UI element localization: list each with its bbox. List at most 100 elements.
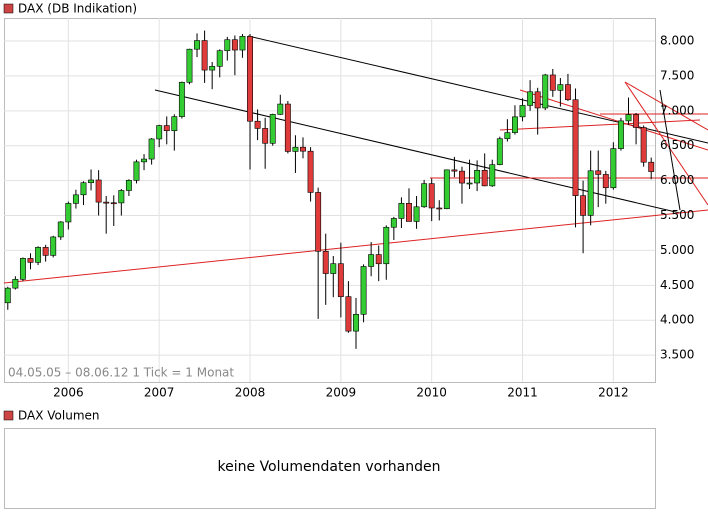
- x-tick-label: 2008: [235, 386, 266, 400]
- candle-body: [194, 40, 200, 50]
- candle-body: [65, 203, 72, 223]
- x-tick-label: 2010: [416, 386, 447, 400]
- candle-body: [72, 194, 79, 204]
- candle-body: [125, 180, 132, 191]
- candle-body: [239, 36, 246, 51]
- candle-body: [35, 247, 42, 263]
- candle-body: [209, 66, 216, 71]
- trend-line: [659, 89, 681, 211]
- x-tick-label: 2012: [598, 386, 629, 400]
- candle-body: [459, 170, 465, 184]
- candle-body: [19, 258, 26, 280]
- candle-body: [527, 91, 534, 106]
- candle-body: [595, 170, 602, 175]
- y-tick-label: 5.000: [660, 243, 694, 257]
- candle-body: [216, 50, 223, 67]
- candle-body: [633, 114, 640, 128]
- candle-body: [163, 125, 170, 132]
- candle-body: [262, 128, 269, 144]
- candle-body: [201, 40, 208, 71]
- candle-body: [383, 226, 390, 265]
- y-tick-label: 8.000: [660, 34, 694, 48]
- candle-body: [564, 84, 571, 101]
- x-tick-label: 2009: [326, 386, 357, 400]
- candle-body: [436, 207, 443, 210]
- candle-body: [269, 114, 276, 144]
- y-tick-label: 4.500: [660, 278, 694, 292]
- y-tick-label: 7.000: [660, 103, 694, 117]
- candle-body: [103, 201, 110, 204]
- plot-frame: [4, 18, 656, 383]
- x-tick-label: 2006: [53, 386, 84, 400]
- candle-body: [57, 221, 64, 238]
- range-note: 04.05.05 – 08.06.12 1 Tick = 1 Monat: [8, 366, 234, 380]
- candle-body: [375, 254, 382, 265]
- y-tick-label: 6.500: [660, 138, 694, 152]
- candle-body: [353, 313, 359, 332]
- candle-body: [602, 174, 609, 189]
- candle-body: [512, 116, 518, 133]
- candle-body: [368, 254, 375, 267]
- candle-body: [390, 218, 397, 228]
- candle-body: [572, 99, 579, 196]
- volume-message: keine Volumendaten vorhanden: [218, 459, 441, 475]
- candle-body: [640, 127, 647, 163]
- candle-body: [277, 103, 284, 115]
- candle-body: [50, 236, 57, 256]
- candle-body: [148, 138, 155, 160]
- candle-body: [247, 36, 253, 122]
- candle-body: [519, 105, 526, 118]
- candle-body: [315, 192, 322, 252]
- candle-body: [580, 195, 587, 216]
- candle-body: [322, 250, 329, 274]
- candle-body: [496, 138, 503, 165]
- candle-body: [133, 161, 140, 181]
- candle-body: [443, 169, 450, 209]
- candle-body: [421, 183, 428, 208]
- candle-body: [549, 74, 556, 91]
- candle-body: [451, 169, 458, 172]
- candle-body: [504, 132, 511, 139]
- volume-frame: [4, 428, 656, 509]
- candle-body: [224, 39, 231, 51]
- candle-body: [171, 116, 178, 132]
- legend-swatch: [3, 410, 14, 421]
- candle-body: [254, 120, 261, 129]
- trend-line: [499, 119, 701, 131]
- candle-body: [557, 84, 564, 91]
- candle-body: [141, 158, 147, 163]
- volume-legend: DAX Volumen: [18, 409, 100, 423]
- candle-body: [406, 203, 412, 222]
- candle-body: [95, 179, 102, 203]
- candle-body: [542, 74, 549, 109]
- candle-body: [300, 146, 306, 152]
- candle-body: [428, 183, 435, 209]
- trend-line: [624, 81, 708, 206]
- candle-body: [12, 279, 19, 289]
- candle-body: [156, 125, 163, 140]
- legend-swatch: [3, 3, 14, 14]
- trend-line: [624, 81, 708, 131]
- candle-body: [110, 202, 117, 205]
- candle-body: [307, 150, 314, 193]
- candle-body: [42, 247, 49, 256]
- candle-body: [231, 39, 238, 51]
- candle-body: [360, 266, 367, 315]
- candle-body: [118, 190, 125, 204]
- candle-body: [178, 81, 185, 117]
- candle-body: [413, 206, 420, 222]
- candle-body: [610, 148, 617, 189]
- candle-body: [398, 203, 405, 219]
- y-tick-label: 5.500: [660, 208, 694, 222]
- candle-body: [474, 170, 481, 184]
- candle-body: [625, 114, 632, 122]
- candle-body: [587, 170, 594, 216]
- candle-body: [648, 161, 655, 172]
- candle-body: [330, 263, 337, 274]
- candle-body: [481, 170, 488, 187]
- candle-body: [27, 258, 34, 263]
- y-tick-label: 6.000: [660, 173, 694, 187]
- candle-body: [337, 263, 344, 297]
- x-tick-label: 2011: [507, 386, 538, 400]
